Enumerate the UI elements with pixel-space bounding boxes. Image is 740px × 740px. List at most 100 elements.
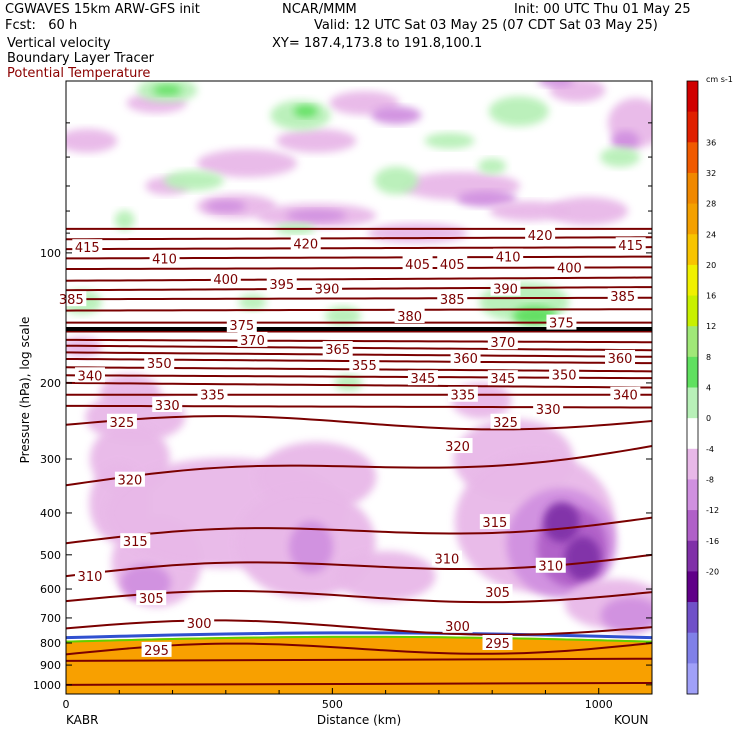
theta-contour-420 <box>66 236 652 241</box>
theta-label: 325 <box>110 416 135 431</box>
colorbar-swatch <box>687 510 698 542</box>
theta-contour-325 <box>66 415 652 431</box>
colorbar-swatch <box>687 448 698 480</box>
theta-label: 350 <box>147 357 172 372</box>
y-tick-label: 300 <box>40 453 61 466</box>
colorbar-unit: cm s-1 <box>706 75 733 84</box>
theta-label: 380 <box>397 310 422 325</box>
theta-label: 350 <box>552 368 577 383</box>
theta-label-bg <box>554 259 585 275</box>
tracer-top-edge <box>66 631 652 640</box>
theta-label-bg <box>197 386 228 402</box>
colorbar-swatch <box>687 326 698 358</box>
colorbar-swatch <box>687 571 698 603</box>
y-tick-label: 600 <box>40 583 61 596</box>
theta-label-bg <box>533 401 564 417</box>
theta-label-bg <box>610 386 641 402</box>
colorbar-tick-label: 16 <box>706 292 716 301</box>
theta-label: 320 <box>445 440 470 455</box>
theta-label-bg <box>290 235 321 251</box>
theta-label-bg <box>525 227 556 243</box>
theta-contour-400 <box>66 276 652 282</box>
theta-label: 365 <box>325 343 350 358</box>
y-tick-label: 800 <box>40 637 61 650</box>
theta-label-bg <box>106 413 137 429</box>
y-tick-label: 100 <box>40 247 61 260</box>
theta-label: 400 <box>213 273 238 288</box>
theta-contour-340 <box>66 381 652 389</box>
theta-label-bg <box>437 255 468 271</box>
velocity-cell <box>289 521 334 574</box>
theta-contour-300 <box>66 619 652 636</box>
theta-label-bg <box>546 314 577 330</box>
colorbar-swatch <box>687 234 698 266</box>
colorbar-swatch <box>687 356 698 388</box>
plot-frame <box>65 80 653 695</box>
colorbar-swatch <box>687 142 698 174</box>
velocity-cell <box>286 209 347 222</box>
y-tick-label: 200 <box>40 377 61 390</box>
velocity-cell <box>543 502 580 543</box>
theta-label-bg <box>493 248 524 264</box>
theta-label-bg <box>450 349 481 365</box>
velocity-cell <box>548 197 629 226</box>
theta-label-bg <box>482 584 513 600</box>
theta-label-bg <box>237 331 268 347</box>
theta-label-bg <box>120 533 151 549</box>
colorbar-swatch <box>687 479 698 511</box>
theta-label-bg <box>141 641 172 657</box>
colorbar-swatch <box>687 203 698 235</box>
colorbar-swatch <box>687 540 698 572</box>
field-label-boundary-layer-tracer: Boundary Layer Tracer <box>7 51 154 66</box>
end-station-label: KOUN <box>614 713 648 727</box>
colorbar-swatch <box>687 111 698 143</box>
theta-label-bg <box>490 413 521 429</box>
velocity-cell <box>114 210 135 231</box>
colorbar-tick-label: 24 <box>706 230 716 239</box>
theta-label-bg <box>407 370 438 386</box>
surface-contour <box>66 681 652 686</box>
start-station-label: KABR <box>66 713 98 727</box>
theta-label-bg <box>394 308 425 324</box>
theta-label: 325 <box>493 416 518 431</box>
colorbar-tick-label: 32 <box>706 169 716 178</box>
theta-label: 420 <box>528 229 553 244</box>
colorbar-swatch <box>687 387 698 419</box>
velocity-cell <box>238 294 267 311</box>
theta-label-bg <box>136 590 167 606</box>
colorbar-tick-label: 28 <box>706 200 716 209</box>
theta-label: 340 <box>78 369 103 384</box>
theta-label: 305 <box>139 592 164 607</box>
theta-label-bg <box>184 615 215 631</box>
velocity-cell <box>367 223 468 244</box>
theta-label: 295 <box>485 637 510 652</box>
theta-label-bg <box>226 317 257 333</box>
colorbar-tick-label: -12 <box>706 506 719 515</box>
theta-label: 420 <box>293 237 318 252</box>
y-tick-label: 1000 <box>33 679 61 692</box>
theta-label-bg <box>56 291 87 307</box>
theta-contour-320 <box>66 445 652 487</box>
colorbar-frame <box>686 80 699 695</box>
theta-label: 300 <box>187 617 212 632</box>
theta-label: 330 <box>536 403 561 418</box>
y-axis-label: Pressure (hPa), log scale <box>18 317 32 464</box>
velocity-cell <box>197 149 298 178</box>
forecast-hour: Fcst: 60 h <box>5 18 78 33</box>
tracer-transition <box>66 635 652 643</box>
theta-contour-395 <box>66 286 652 292</box>
y-tick-label: 700 <box>40 612 61 625</box>
velocity-cell <box>205 200 246 213</box>
init-time: Init: 00 UTC Thu 01 May 25 <box>514 2 691 17</box>
theta-label: 375 <box>549 317 574 332</box>
theta-label: 410 <box>496 251 521 266</box>
colorbar-swatch <box>687 632 698 664</box>
theta-label: 355 <box>352 359 377 374</box>
theta-label: 300 <box>445 620 470 635</box>
velocity-cell <box>374 166 419 195</box>
theta-label: 345 <box>490 372 515 387</box>
velocity-cell <box>335 551 436 602</box>
theta-label-bg <box>74 568 105 584</box>
